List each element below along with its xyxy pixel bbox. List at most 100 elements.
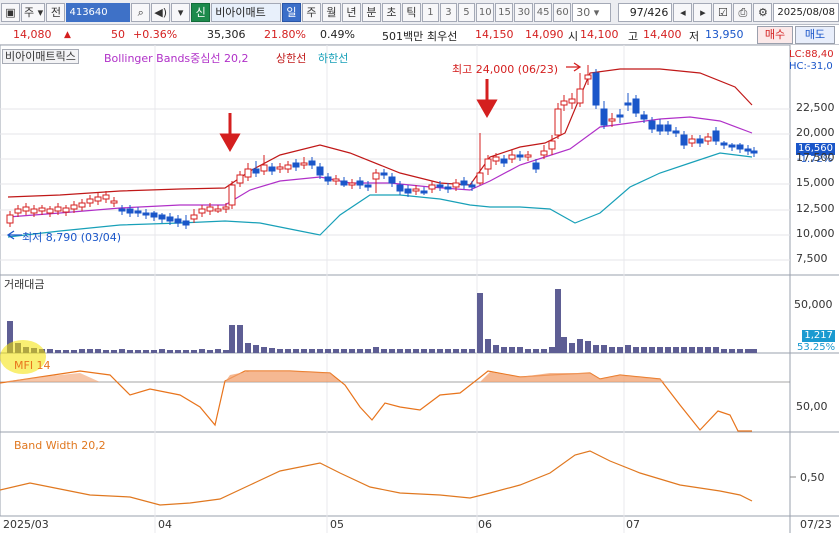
volume-bar: [365, 349, 371, 353]
volume-pct: 53.25%: [797, 342, 836, 353]
period-minute[interactable]: 분: [361, 2, 381, 22]
stock-code-input[interactable]: 413640: [66, 2, 131, 22]
lc-value: LC:88,40: [789, 49, 834, 60]
gear-icon[interactable]: ⚙: [753, 2, 773, 22]
buy-button[interactable]: 매수: [757, 26, 793, 44]
interval-3[interactable]: 3: [439, 2, 457, 22]
volume-bar: [309, 349, 315, 353]
change-rate: +0.36%: [133, 28, 178, 41]
volume-bar: [191, 350, 197, 353]
candle-body: [348, 182, 356, 186]
sell-button[interactable]: 매도: [795, 26, 835, 44]
period-tick[interactable]: 틱: [401, 2, 421, 22]
candle-body: [126, 208, 134, 214]
interval-10[interactable]: 10: [475, 2, 495, 22]
candle-body: [412, 188, 420, 192]
volume-bar: [625, 345, 631, 353]
volume-bar: [103, 350, 109, 353]
volume-bar: [601, 345, 607, 353]
stock-tag[interactable]: 비아이매트릭스: [2, 49, 79, 64]
volume-bar: [95, 349, 101, 353]
volume-bar: [301, 349, 307, 353]
volume-ratio: 21.80%: [264, 28, 306, 41]
candle-body: [46, 208, 54, 214]
volume-bar: [183, 350, 189, 353]
candle-body: [364, 184, 372, 188]
y-tick-label: 10,000: [796, 227, 835, 240]
period-week[interactable]: 주: [301, 2, 321, 22]
candle-body: [252, 168, 260, 174]
candle-body: [276, 166, 284, 170]
bb-lower-line: [7, 152, 753, 238]
volume-bar: [87, 349, 93, 353]
dropdown-icon[interactable]: ▾: [171, 2, 191, 22]
last-rate: -1.72%: [797, 154, 833, 165]
volume-bar: [673, 347, 679, 353]
candle-body: [166, 216, 174, 222]
volume-bar: [413, 349, 419, 353]
page-field[interactable]: 97/426: [618, 2, 673, 22]
candle-body: [54, 206, 62, 212]
volume-bar: [111, 350, 117, 353]
candle-body: [30, 208, 38, 214]
candle-body: [680, 134, 688, 146]
volume-bar: [253, 345, 259, 353]
volume-bar: [55, 350, 61, 353]
volume-bar: [159, 349, 165, 353]
volume-bar: [665, 347, 671, 353]
period-day[interactable]: 일: [281, 2, 301, 22]
interval-5[interactable]: 5: [457, 2, 475, 22]
min-arrow-icon: [6, 230, 22, 240]
open-label: 시: [568, 30, 579, 43]
volume-bar: [47, 349, 53, 353]
candle-body: [492, 156, 500, 162]
all-button[interactable]: 전: [46, 2, 66, 22]
interval-30[interactable]: 30: [514, 2, 533, 22]
priority-label: 최우선: [427, 30, 458, 43]
bw-tick: 0,50: [800, 471, 825, 484]
volume-bar: [167, 350, 173, 353]
candle-body: [548, 140, 556, 150]
bb-middle-line: [7, 116, 753, 218]
volume-bar: [397, 349, 403, 353]
print-icon[interactable]: ⎙: [733, 2, 753, 22]
date-field[interactable]: 2025/08/08: [773, 2, 839, 22]
volume-bar: [501, 347, 507, 353]
checklist-icon[interactable]: ☑: [713, 2, 733, 22]
count-field[interactable]: 30 ▾: [572, 2, 612, 22]
volume-bar: [277, 349, 283, 353]
interval-60[interactable]: 60: [553, 2, 572, 22]
chart-frame: [0, 45, 791, 517]
bb-upper-line: [7, 68, 753, 198]
volume-bar: [609, 347, 615, 353]
candle-body: [190, 214, 198, 220]
candle-body: [532, 162, 540, 170]
volume-last-box: 1,217: [802, 330, 835, 342]
market-select[interactable]: 주 ▾: [21, 2, 46, 22]
candle-body: [324, 176, 332, 182]
menu-icon[interactable]: ▣: [1, 2, 20, 22]
candle-body: [696, 138, 704, 144]
volume-bar: [237, 325, 243, 353]
candle-body: [750, 150, 758, 154]
candle-body: [70, 204, 78, 210]
chart-area[interactable]: [0, 45, 839, 533]
candle-body: [664, 124, 672, 132]
candle-body: [584, 74, 592, 80]
candle-body: [316, 166, 324, 176]
speaker-icon[interactable]: ◀): [151, 2, 171, 22]
search-icon[interactable]: ⌕: [131, 2, 151, 22]
period-year[interactable]: 년: [341, 2, 361, 22]
prev-icon[interactable]: ◂: [673, 2, 693, 22]
low-label: 저: [689, 30, 700, 43]
period-month[interactable]: 월: [321, 2, 341, 22]
bw-title: Band Width 20,2: [14, 439, 106, 452]
interval-15[interactable]: 15: [495, 2, 514, 22]
interval-45[interactable]: 45: [533, 2, 552, 22]
min-annotation: 최저 8,790 (03/04): [22, 231, 122, 244]
period-second[interactable]: 초: [381, 2, 401, 22]
interval-1[interactable]: 1: [421, 2, 439, 22]
stock-name-field[interactable]: 비아이매트: [211, 2, 281, 22]
next-icon[interactable]: ▸: [693, 2, 713, 22]
new-badge[interactable]: 신: [191, 2, 211, 22]
